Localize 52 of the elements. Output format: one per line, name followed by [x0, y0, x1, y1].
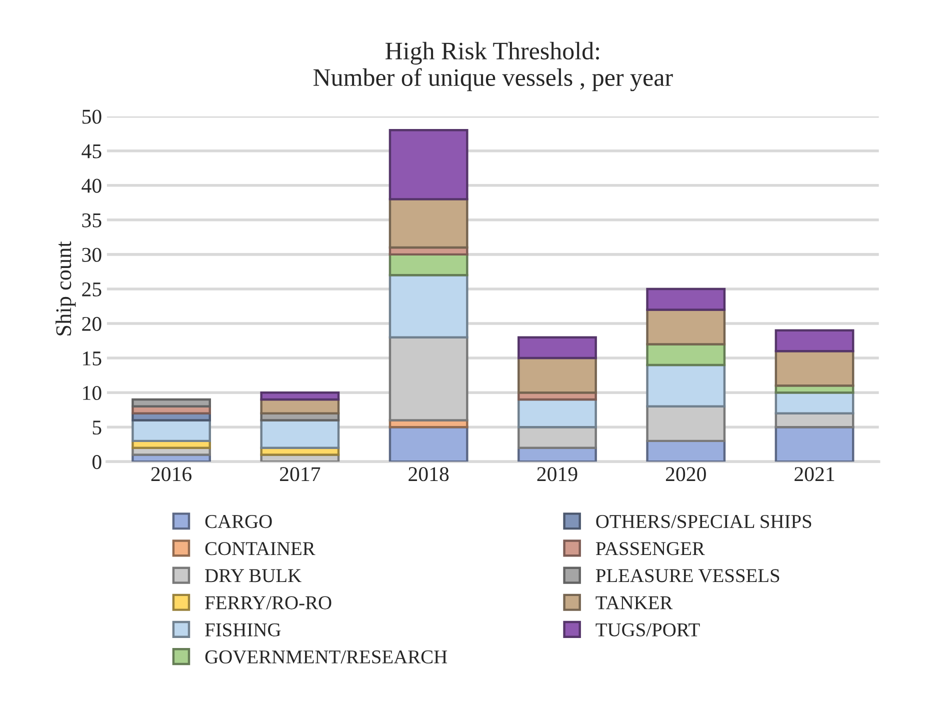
y-tick-label: 10	[83, 386, 102, 400]
bar	[646, 440, 726, 462]
y-tick-label: 0	[92, 455, 102, 470]
y-tick-label: 25	[82, 282, 102, 296]
bar	[646, 308, 726, 346]
bar	[774, 426, 854, 462]
legend-label: PLEASURE VESSELS	[596, 569, 780, 582]
y-axis-title: Ship count	[56, 241, 76, 336]
x-tick-label: 2019	[537, 467, 578, 482]
legend-label: CARGO	[205, 514, 272, 528]
bar	[774, 350, 854, 387]
bar	[388, 129, 468, 200]
bar	[646, 405, 726, 442]
y-tick-label: 40	[82, 178, 102, 193]
bar	[646, 364, 726, 408]
bar	[260, 391, 340, 401]
y-tick-label: 35	[82, 213, 102, 228]
y-tick-label: 20	[82, 316, 102, 331]
legend-label: FERRY/RO-RO	[205, 596, 332, 610]
y-tick-label: 5	[92, 420, 102, 435]
y-tick-label: 50	[82, 110, 102, 124]
legend-label: CONTAINER	[205, 542, 316, 556]
bar	[774, 329, 854, 352]
bar	[388, 336, 468, 422]
legend-label: PASSENGER	[596, 542, 705, 556]
bar	[646, 288, 726, 311]
legend-label: DRY BULK	[205, 569, 302, 582]
bar	[774, 391, 854, 414]
bar	[260, 419, 340, 449]
bar	[388, 253, 468, 276]
bar	[518, 426, 597, 449]
bar	[518, 398, 597, 428]
legend-label: TUGS/PORT	[596, 623, 700, 636]
y-tick-label: 30	[82, 248, 102, 262]
bar	[132, 398, 211, 408]
y-tick-label: 15	[83, 352, 102, 366]
y-tick-label: 45	[82, 144, 102, 158]
bar	[646, 343, 726, 366]
bar	[132, 419, 211, 442]
x-tick-label: 2018	[408, 467, 449, 482]
chart-title: High Risk Threshold: Number of unique vessels , per year	[313, 42, 673, 92]
legend-label: TANKER	[596, 596, 673, 610]
bar	[388, 274, 468, 338]
x-tick-label: 2017	[280, 467, 320, 482]
bar	[518, 336, 597, 360]
x-tick-label: 2021	[794, 467, 834, 482]
legend-label: FISHING	[205, 623, 281, 636]
x-tick-label: 2020	[666, 467, 706, 482]
legend-label: OTHERS/SPECIAL SHIPS	[596, 514, 812, 528]
x-tick-label: 2016	[151, 467, 192, 482]
legend-label: GOVERNMENT/RESEARCH	[205, 650, 448, 664]
bar	[388, 426, 468, 462]
